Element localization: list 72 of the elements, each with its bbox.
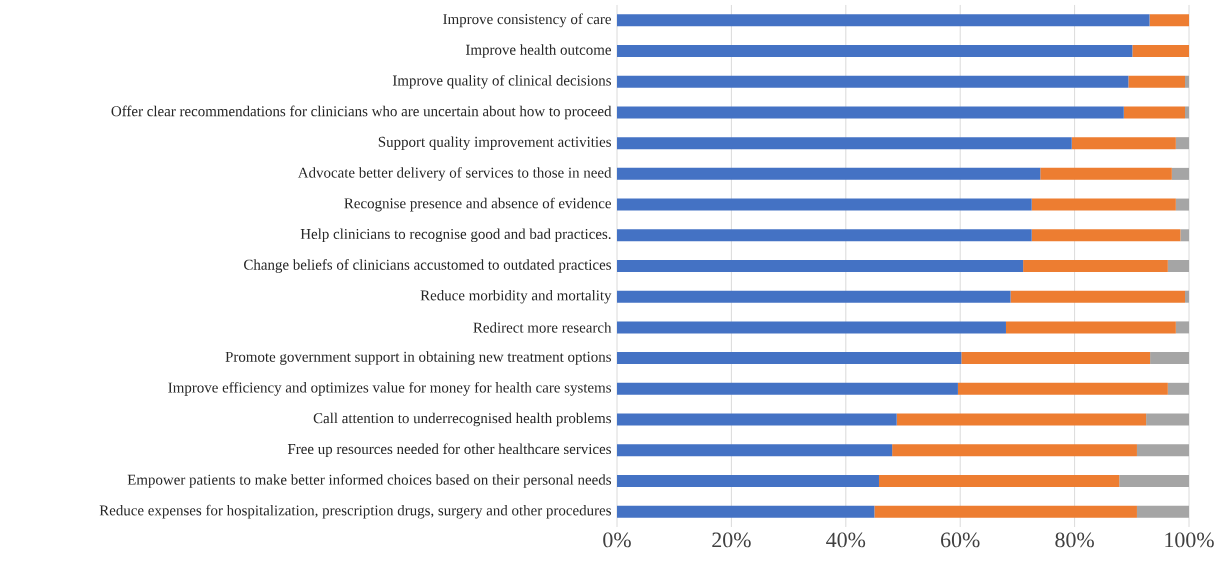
bar [617, 45, 1133, 58]
bar [617, 75, 1129, 88]
bar [617, 259, 1024, 272]
y-tick-label: Support quality improvement activities [378, 136, 611, 150]
bar [617, 413, 897, 426]
bar [617, 474, 879, 487]
x-tick-label: 0% [603, 532, 631, 548]
bar [617, 505, 875, 518]
bar [1150, 352, 1190, 365]
y-tick-label: Reduce morbidity and mortality [420, 289, 612, 304]
x-tick-label: 80% [1055, 532, 1094, 548]
bar [1005, 321, 1176, 334]
bar [874, 505, 1137, 518]
bar [1149, 14, 1190, 27]
bar [1132, 45, 1190, 58]
x-tick-label: 40% [826, 532, 866, 548]
y-tick-label: Improve efficiency and optimizes value for money for health care systems [168, 381, 611, 396]
bar [617, 137, 1072, 150]
bar [1136, 444, 1190, 457]
y-tick-label: Offer clear recommendations for clinicians who are uncertain about how to proceed [111, 105, 612, 120]
bar [878, 474, 1120, 487]
y-tick-label: Promote government support in obtaining new treatment options [225, 351, 611, 365]
y-tick-label: Advocate better delivery of services to those in need [297, 167, 612, 181]
bar [1031, 198, 1176, 211]
bar [617, 14, 1150, 27]
y-tick-label: Change beliefs of clinicians accustomed to outdated practices [244, 259, 611, 273]
bar [1146, 413, 1190, 426]
bar [1185, 290, 1190, 303]
y-tick-label: Improve consistency of care [443, 13, 611, 28]
bar [1023, 259, 1168, 272]
bar [1185, 75, 1190, 88]
y-tick-label: Improve health outcome [465, 44, 611, 58]
bar [617, 444, 893, 457]
bar [1175, 321, 1190, 334]
bar [617, 321, 1006, 334]
bar [1185, 106, 1190, 119]
bar [617, 198, 1032, 211]
y-tick-label: Recognise presence and absence of evidence [344, 197, 611, 212]
y-tick-label: Redirect more research [473, 322, 612, 333]
x-tick-label: 100% [1165, 532, 1214, 548]
bar [1175, 198, 1190, 211]
bar [1180, 229, 1190, 242]
bar [617, 229, 1032, 242]
bar [1031, 229, 1181, 242]
bar [617, 352, 962, 365]
bar [617, 382, 958, 395]
bar [1128, 75, 1185, 88]
bar [1123, 106, 1185, 119]
bar [1167, 259, 1190, 272]
bar [617, 167, 1041, 180]
bar [957, 382, 1168, 395]
bar [1040, 167, 1172, 180]
y-tick-label: Reduce expenses for hospitalization, prescription drugs, surgery and other procedures [99, 504, 611, 519]
bar [892, 444, 1137, 457]
y-tick-label: Call attention to underrecognised health problems [313, 412, 611, 427]
bar [1119, 474, 1190, 487]
x-tick-label: 60% [941, 532, 980, 548]
x-tick-label: 20% [712, 532, 751, 548]
bar [1136, 505, 1190, 518]
y-tick-label: Free up resources needed for other healthcare services [287, 443, 611, 458]
bar [1167, 382, 1190, 395]
bar [1171, 167, 1190, 180]
bar [617, 106, 1124, 119]
bar [617, 290, 1011, 303]
bar [961, 352, 1151, 365]
bar [1071, 137, 1176, 150]
bar [1010, 290, 1185, 303]
y-tick-label: Help clinicians to recognise good and bad practices. [300, 228, 611, 243]
bar [896, 413, 1147, 426]
y-tick-label: Empower patients to make better informed choices based on their personal needs [127, 474, 611, 488]
y-tick-label: Improve quality of clinical decisions [392, 74, 611, 89]
bar [1175, 137, 1190, 150]
